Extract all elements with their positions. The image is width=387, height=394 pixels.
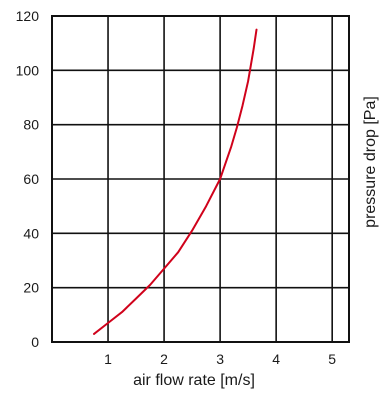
y-axis-title: pressure drop [Pa] [362,96,379,228]
x-tick-label: 3 [216,351,224,367]
x-tick-label: 1 [104,351,112,367]
y-tick-label: 80 [23,117,39,133]
x-tick-label: 2 [160,351,168,367]
plot-area [93,28,258,335]
y-tick-label: 60 [23,171,39,187]
y-tick-label: 0 [31,334,39,350]
plot-border [51,15,350,343]
x-tick-label: 5 [328,351,336,367]
series-line [93,28,258,335]
grid [52,16,349,342]
y-tick-label: 20 [23,280,39,296]
x-axis-title: air flow rate [m/s] [133,372,255,389]
y-tick-label: 40 [23,225,39,241]
x-tick-label: 4 [272,351,280,367]
x-axis-ticks: 1 2 3 4 5 [104,351,336,367]
y-tick-label: 100 [16,62,40,78]
plot-frame [51,15,350,343]
y-axis-ticks: 0 20 40 60 80 100 120 [16,8,40,350]
y-tick-label: 120 [16,8,40,24]
